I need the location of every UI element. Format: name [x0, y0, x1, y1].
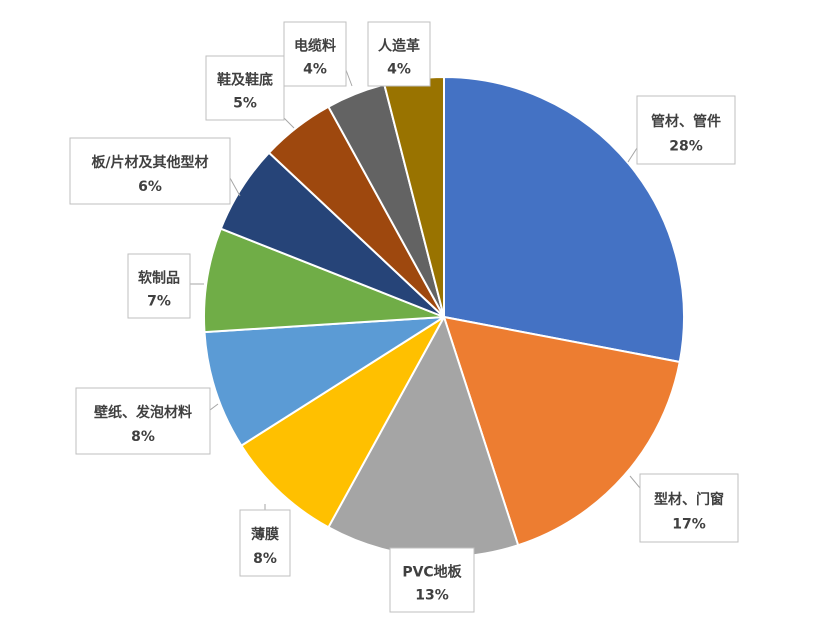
data-label-5: 壁纸、发泡材料 8% [75, 387, 211, 455]
slice-value-label: 4% [387, 61, 411, 77]
leader-line-7 [229, 177, 241, 197]
pie-slice-4 [239, 316, 445, 529]
data-label-box [69, 137, 231, 205]
slice-category-label: 壁纸、发泡材料 [94, 404, 192, 421]
leader-line-5 [209, 403, 219, 411]
data-label-7: 板/片材及其他型材 6% [69, 137, 231, 205]
slice-category-label: PVC地板 [402, 563, 462, 580]
slice-value-label: 8% [253, 551, 277, 567]
slice-category-label: 管材、管件 [651, 113, 721, 130]
data-label-1: 管材、管件 28% [636, 95, 736, 165]
pie-slice-5 [203, 316, 445, 447]
data-label-box [636, 95, 736, 165]
slice-value-label: 5% [233, 95, 257, 111]
slice-value-label: 28% [669, 138, 703, 154]
data-labels: 管材、管件 28% 型材、门窗 17% PVC地板 13% 薄膜 8% 壁纸、发泡材料 8% 软制品… [69, 21, 739, 613]
pie-slices [203, 75, 685, 558]
slice-value-label: 17% [672, 516, 706, 532]
data-label-box [639, 473, 739, 543]
data-label-10: 人造革 4% [367, 21, 431, 87]
data-label-box [283, 21, 347, 87]
data-label-2: 型材、门窗 17% [639, 473, 739, 543]
leader-line-1 [627, 147, 638, 163]
slice-category-label: 板/片材及其他型材 [91, 154, 208, 171]
slice-category-label: 鞋及鞋底 [217, 71, 273, 88]
data-label-box [389, 547, 475, 613]
leader-line-2 [629, 475, 641, 489]
data-label-8: 鞋及鞋底 5% [205, 55, 285, 121]
data-label-box [367, 21, 431, 87]
data-label-box [239, 509, 291, 577]
data-label-9: 电缆料 4% [283, 21, 347, 87]
data-label-3: PVC地板 13% [389, 547, 475, 613]
leader-line-8 [283, 117, 295, 129]
slice-value-label: 8% [131, 429, 155, 445]
pie-slice-6 [203, 227, 445, 334]
slice-category-label: 薄膜 [251, 526, 279, 543]
slice-category-label: 软制品 [138, 269, 180, 286]
data-label-box [75, 387, 211, 455]
pie-slice-2 [442, 315, 681, 547]
slice-category-label: 电缆料 [294, 37, 336, 54]
slice-category-label: 人造革 [378, 37, 420, 54]
data-label-box [205, 55, 285, 121]
pie-slice-1 [443, 75, 685, 364]
data-label-6: 软制品 7% [127, 253, 191, 319]
slice-value-label: 6% [138, 179, 162, 195]
slice-category-label: 型材、门窗 [654, 491, 724, 508]
leader-line-9 [345, 69, 353, 87]
data-label-box [127, 253, 191, 319]
data-label-4: 薄膜 8% [239, 509, 291, 577]
slice-value-label: 4% [303, 61, 327, 77]
slice-value-label: 13% [415, 587, 449, 603]
slice-value-label: 7% [147, 293, 171, 309]
